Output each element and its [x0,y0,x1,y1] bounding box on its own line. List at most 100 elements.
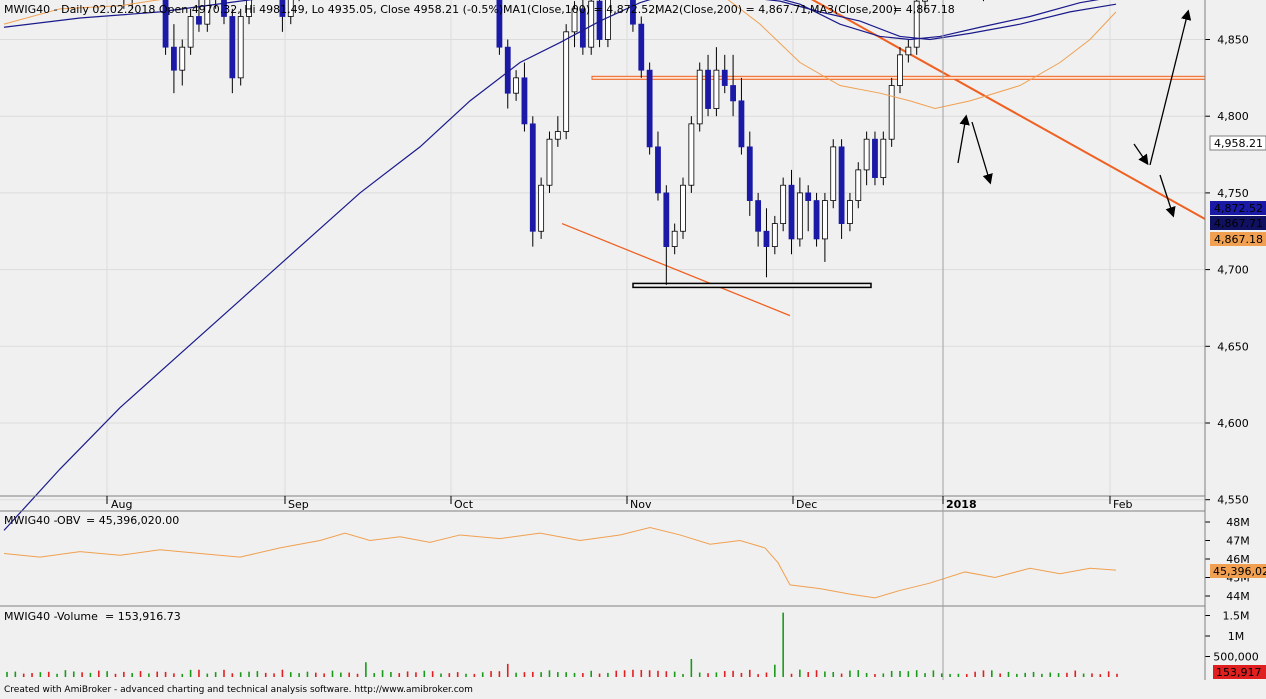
support-line-4690 [632,282,872,289]
ma3-last-label: 4,867.18 [1214,233,1263,246]
candle-body [905,46,912,56]
price-tick-label: 4,750 [1217,187,1249,200]
obv-last-label: 45,396,02 [1213,565,1266,578]
candle-body [162,0,169,48]
candle-body [922,0,928,2]
candle-body [796,192,803,240]
month-label-sep: Sep [288,498,309,511]
obv-tick-label: 44M [1226,590,1250,603]
volume-bars [6,612,1118,677]
price-header-ma1: MA1(Close,100) = 4,872.52, [503,3,659,16]
candle-body [688,123,695,186]
candle-body [663,192,670,247]
candle-body [246,0,252,17]
candle-body [771,223,778,247]
month-label-aug: Aug [111,498,132,511]
ma3-label-box [1210,232,1266,246]
ma-short-line [3,0,1117,110]
candle-body [521,77,528,125]
downtrend-line [810,0,1206,220]
annotation-arrow [1149,9,1192,166]
volume-header-symbol: MWIG40 - [4,610,58,623]
volume-panel[interactable] [0,606,1205,680]
candle-body [780,184,787,224]
candle-body [579,8,586,48]
price-tick-label: 4,850 [1217,34,1249,47]
price-gridlines [0,0,1205,501]
candle-body [805,192,812,201]
price-header-ma3-name: MA3(Close,200) [810,3,897,16]
lower-channel-line [561,222,791,317]
price-tick-label: 4,650 [1217,340,1249,353]
obv-line [3,527,1117,599]
candle-body [529,123,536,232]
candle-body [863,138,870,171]
candle-body [237,16,244,79]
ma2-last-label: 4,867.71 [1214,217,1263,230]
ma1-label-box [1210,201,1266,215]
candle-body [763,230,770,247]
volume-tick-label: 1.5M [1223,610,1250,623]
month-labels: Aug Sep Oct Nov Dec 2018 Feb [106,496,1132,511]
volume-tick-label: 500,000 [1213,651,1259,664]
candle-body [171,46,177,71]
annotation-arrow [1159,174,1176,218]
obv-header-symbol: MWIG40 - [4,514,58,527]
month-label-2018: 2018 [946,498,977,511]
close-last-label: 4,958.21 [1214,137,1263,150]
candle-body [788,184,795,240]
candle-body [721,69,728,86]
price-tick-label: 4,550 [1217,494,1249,507]
price-tick-label: 4,600 [1217,417,1249,430]
candle-body [813,200,820,240]
footer-bar [0,681,1266,695]
axis-ticks: 5,1005,0505,0004,9504,9004,8504,8004,750… [1205,34,1259,664]
price-header-symbol: MWIG40 - Daily 02.02.2018 Open 4970.32, … [4,3,503,16]
candle-body [830,146,837,201]
volume-label-box [1213,665,1266,679]
volume-header-value: = 153,916.73 [105,610,181,623]
candle-body [855,169,862,201]
obv-header-value: = 45,396,020.00 [86,514,179,527]
candle-body [738,100,745,148]
candle-body [730,85,736,102]
candle-body [755,200,762,232]
candle-body [913,0,920,48]
annotation-arrow [957,114,970,164]
month-label-dec: Dec [796,498,817,511]
candle-body [187,16,194,48]
candle-body [888,85,895,140]
candle-body [204,0,211,25]
price-header-ma2: MA2(Close,200) = 4,867.71, [655,3,811,16]
ma2-label-box [1210,216,1266,230]
last-value-labels: 4,958.21 4,872.52 4,867.71 4,867.18 [1209,135,1266,246]
candle-body [897,54,903,86]
obv-panel[interactable] [0,511,1205,606]
obv-tick-label: 46M [1226,553,1250,566]
candle-body [196,16,202,25]
candlesticks [123,0,984,285]
candle-body [554,131,561,140]
candle-body [538,184,545,232]
month-label-oct: Oct [454,498,474,511]
candle-body [713,69,720,109]
ma1-last-label: 4,872.52 [1214,202,1263,215]
candle-body [880,138,887,178]
price-header-ma3-value: = 4,867.18 [893,3,955,16]
candle-body [872,138,878,178]
candle-body [513,77,519,94]
annotation-arrow [971,121,993,185]
obv-label-box [1210,564,1266,578]
ma-long-line [3,0,1100,531]
footer-credit: Created with AmiBroker - advanced charti… [4,685,473,695]
candle-body [696,69,703,125]
price-panel[interactable] [0,0,1205,496]
candle-body [229,16,236,79]
price-tick-label: 4,800 [1217,110,1249,123]
obv-header-name: OBV [57,514,81,527]
candle-body [605,0,611,40]
candle-body [546,138,553,186]
volume-tick-label: 1M [1228,630,1245,643]
